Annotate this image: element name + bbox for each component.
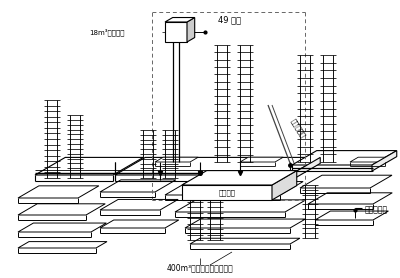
Polygon shape xyxy=(187,18,195,42)
Polygon shape xyxy=(155,157,198,162)
Polygon shape xyxy=(315,211,388,220)
Polygon shape xyxy=(115,157,320,175)
Polygon shape xyxy=(350,157,393,162)
Polygon shape xyxy=(165,182,303,195)
Polygon shape xyxy=(290,157,320,181)
Polygon shape xyxy=(18,186,99,198)
Text: 400m³生活消防合用蓄水池: 400m³生活消防合用蓄水池 xyxy=(167,264,233,272)
Polygon shape xyxy=(292,151,397,165)
Text: 市政给水管: 市政给水管 xyxy=(365,205,388,215)
Polygon shape xyxy=(100,180,176,192)
Polygon shape xyxy=(18,204,105,215)
Polygon shape xyxy=(18,242,107,248)
Text: 加压泵房: 加压泵房 xyxy=(218,190,236,196)
Polygon shape xyxy=(272,171,297,200)
Text: 市政给水管: 市政给水管 xyxy=(290,117,306,139)
Polygon shape xyxy=(100,199,178,210)
Text: 18m³消防容积: 18m³消防容积 xyxy=(90,28,125,36)
Text: 49 号楼: 49 号楼 xyxy=(218,16,242,24)
Polygon shape xyxy=(175,200,306,212)
Polygon shape xyxy=(165,18,195,22)
Polygon shape xyxy=(240,157,283,162)
Polygon shape xyxy=(300,175,392,188)
Polygon shape xyxy=(182,185,272,200)
Polygon shape xyxy=(190,238,300,244)
Polygon shape xyxy=(185,219,306,228)
Polygon shape xyxy=(35,157,143,175)
Polygon shape xyxy=(308,193,392,204)
Polygon shape xyxy=(182,171,297,185)
Polygon shape xyxy=(100,220,179,228)
Polygon shape xyxy=(165,22,187,42)
Polygon shape xyxy=(372,151,397,171)
Polygon shape xyxy=(18,223,106,232)
